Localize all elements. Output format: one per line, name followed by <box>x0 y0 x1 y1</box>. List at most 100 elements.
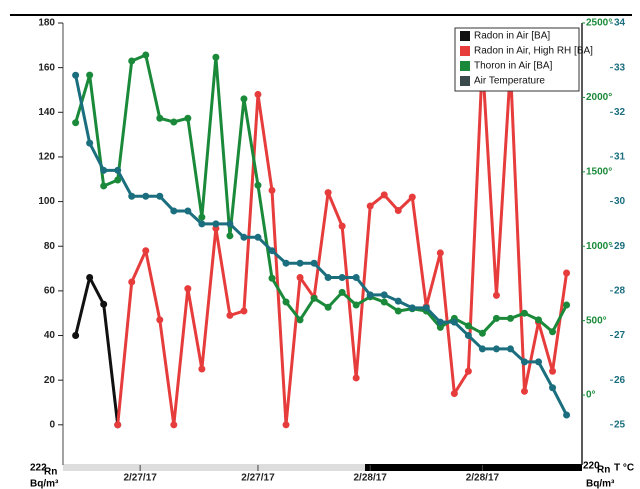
yticks-tick-label: 20 <box>44 375 56 386</box>
series-line <box>74 275 120 425</box>
yticks-tick-label: 60 <box>44 286 56 297</box>
x-axis-bar <box>63 464 582 471</box>
data-point <box>535 316 543 324</box>
data-point <box>506 345 514 353</box>
y2ticks-tick-label: 500° <box>586 315 607 326</box>
data-point <box>198 365 206 373</box>
data-point <box>114 421 122 429</box>
legend-swatch <box>460 76 470 86</box>
y3-label: T °C <box>614 463 634 474</box>
data-point <box>422 304 430 312</box>
data-point <box>436 323 444 331</box>
data-point <box>170 118 178 126</box>
y3ticks-tick-label: 31 <box>614 152 626 163</box>
legend-swatch <box>460 46 470 56</box>
y2-label: Rn <box>597 465 610 476</box>
data-point <box>310 294 318 302</box>
yticks-tick-label: 100 <box>38 196 55 207</box>
data-point <box>394 307 402 315</box>
data-point <box>535 358 543 366</box>
data-point <box>240 307 248 315</box>
data-point <box>520 309 528 317</box>
x-tick-label: 2/28/17 <box>466 473 500 484</box>
data-point <box>226 311 234 319</box>
yticks-tick-label: 40 <box>44 330 56 341</box>
y3ticks-tick-label: 33 <box>614 62 626 73</box>
x-tick-label: 2/27/17 <box>123 473 157 484</box>
y3ticks-tick-label: 25 <box>614 419 626 430</box>
data-point <box>114 166 122 174</box>
data-point <box>436 318 444 326</box>
data-point <box>492 291 500 299</box>
y2ticks-tick-label: 0° <box>586 390 596 401</box>
data-point <box>366 291 374 299</box>
legend-box <box>454 27 580 92</box>
y3ticks-tick-label: 28 <box>614 286 626 297</box>
y-label-sup: 222 <box>30 463 47 474</box>
legend-label: Air Temperature <box>474 76 545 87</box>
yticks-tick-label: 180 <box>38 18 55 29</box>
data-point <box>86 71 94 79</box>
data-point <box>142 192 150 200</box>
data-point <box>338 222 346 230</box>
legend-swatch <box>460 31 470 41</box>
y2ticks-tick-label: 2500° <box>586 18 612 29</box>
data-point <box>142 51 150 59</box>
data-point <box>226 232 234 240</box>
data-point <box>549 384 557 392</box>
data-point <box>212 53 220 61</box>
series-line <box>116 59 569 427</box>
data-point <box>380 298 388 306</box>
data-point <box>324 273 332 281</box>
data-point <box>506 314 514 322</box>
data-point <box>366 202 374 210</box>
y-label-unit: Bq/m³ <box>30 479 59 489</box>
data-point <box>352 273 360 281</box>
y2ticks-tick-label: 1500° <box>586 166 612 177</box>
data-point <box>184 114 192 122</box>
yticks-tick-label: 80 <box>44 241 56 252</box>
data-point <box>86 273 94 281</box>
data-point <box>128 278 136 286</box>
data-point <box>563 269 571 277</box>
data-point <box>142 247 150 255</box>
data-point <box>450 390 458 398</box>
y2-label-sup: 220 <box>583 461 600 472</box>
data-point <box>114 176 122 184</box>
y3ticks-tick-label: 34 <box>614 18 626 29</box>
data-point <box>128 57 136 65</box>
series-line <box>74 53 568 335</box>
data-point <box>450 318 458 326</box>
data-point <box>464 367 472 375</box>
yticks-tick-label: 140 <box>38 107 55 118</box>
data-point <box>198 213 206 221</box>
y3ticks-tick-label: 32 <box>614 107 626 118</box>
y3ticks-tick-label: 26 <box>614 375 626 386</box>
data-point <box>184 207 192 215</box>
data-point <box>100 300 108 308</box>
data-point <box>184 285 192 293</box>
data-point <box>100 166 108 174</box>
data-point <box>296 316 304 324</box>
data-point <box>254 181 262 189</box>
data-point <box>100 182 108 190</box>
data-point <box>338 288 346 296</box>
data-point <box>520 387 528 395</box>
data-point <box>254 233 262 241</box>
data-point <box>282 421 290 429</box>
data-point <box>380 191 388 199</box>
data-point <box>394 207 402 215</box>
yticks-tick-label: 160 <box>38 62 55 73</box>
y-label: Rn <box>44 467 57 478</box>
data-point <box>170 421 178 429</box>
data-point <box>464 332 472 340</box>
data-point <box>156 114 164 122</box>
data-point <box>86 139 94 147</box>
data-point <box>338 273 346 281</box>
x-tick-label: 2/28/17 <box>354 473 388 484</box>
data-point <box>240 233 248 241</box>
y3ticks-tick-label: 30 <box>614 196 626 207</box>
data-point <box>324 189 332 197</box>
data-point <box>492 314 500 322</box>
data-point <box>72 71 80 79</box>
